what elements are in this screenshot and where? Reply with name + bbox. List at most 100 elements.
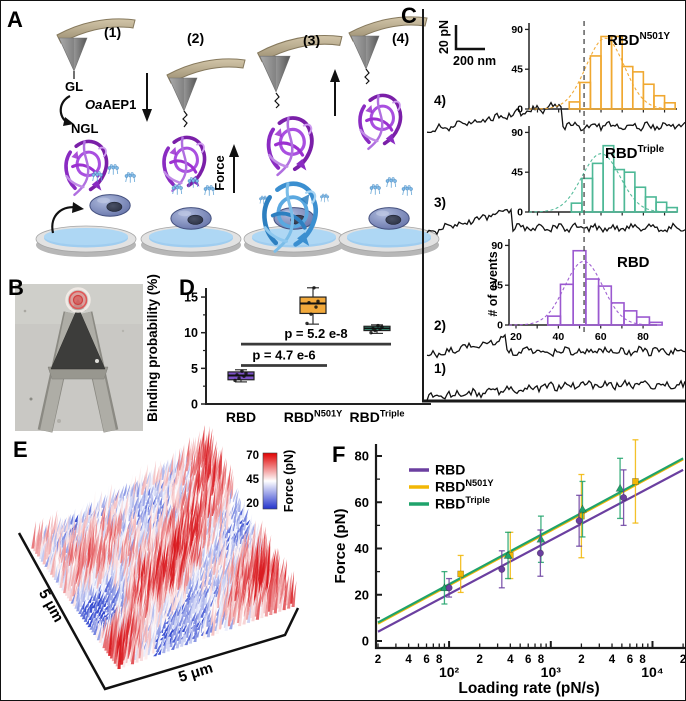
tick-label: 80	[637, 331, 649, 343]
d-plot-content: 0 5 10 15 RBD RBDN501Y RBDTriple p = 4.7 e-6 p =…	[184, 286, 404, 425]
rbd-protein-2	[162, 135, 207, 193]
cantilever-tip-plate	[50, 306, 106, 370]
data-point	[309, 312, 313, 316]
tick-label: 5	[191, 362, 198, 376]
data-point	[615, 483, 625, 492]
spikes-3b	[320, 193, 330, 203]
debris-4	[57, 419, 61, 423]
colorbar-gradient	[262, 452, 278, 510]
data-point	[314, 305, 318, 309]
panel-a-label: A	[7, 7, 23, 32]
cell-1	[89, 194, 131, 217]
data-point	[237, 376, 241, 381]
histogram-bar	[597, 285, 613, 326]
data-point	[380, 325, 384, 329]
cell-2	[170, 207, 212, 230]
gaussian-fit	[529, 37, 675, 110]
histogram-bar	[631, 71, 645, 110]
x-minor-label: 6	[525, 654, 531, 666]
curve-4-label: 4)	[434, 93, 446, 108]
tick-label: 80	[355, 449, 369, 464]
panel-b-micrograph: B	[8, 275, 143, 433]
force-arrowhead	[229, 144, 239, 157]
data-point	[378, 327, 382, 331]
force-curve	[426, 378, 685, 401]
tick-label: 0	[497, 320, 503, 332]
panel-a-schematic: A (1) GL OaAEP1 NGL (2) (3)	[7, 7, 440, 258]
tick-label: 45	[491, 280, 503, 292]
x-minor-label: 6	[423, 654, 429, 666]
legend-label: RBDN501Y	[435, 478, 494, 494]
data-point	[244, 371, 248, 376]
colorbar-tick: 20	[246, 498, 259, 510]
histogram-bar	[591, 162, 604, 213]
histogram-bar	[621, 65, 634, 110]
fit-line	[377, 468, 684, 633]
curve-1-label: 1)	[434, 361, 446, 376]
debris-3	[121, 329, 125, 333]
panel-f-dfs-plot: F Force (pN) Loading rate (pN/s) 2 4 6 810²…	[332, 439, 685, 697]
tick-label: 90	[511, 127, 523, 139]
panel-d-boxplot: D Binding probability (%) 0 5 10 15 RBD RBDN5…	[145, 274, 431, 425]
stage-1-label: (1)	[104, 24, 121, 40]
curve-2-label: 2)	[434, 318, 446, 333]
panel-f-label: F	[332, 442, 345, 467]
data-point	[577, 504, 588, 513]
x-minor-label: 4	[405, 654, 412, 666]
tick-label: 0	[517, 104, 523, 116]
x-minor-label: 2	[476, 654, 482, 666]
debris-2	[29, 397, 33, 401]
ligation-arrowhead	[63, 117, 74, 126]
scalebar	[454, 25, 485, 51]
gaussian-fit	[509, 260, 655, 326]
rbd-protein-1	[64, 139, 109, 197]
data-point	[240, 369, 244, 373]
p-value-label: p = 5.2 e-8	[284, 326, 347, 341]
histogram-bar	[623, 171, 636, 213]
cantilever-1	[56, 18, 136, 72]
data-point	[371, 326, 375, 331]
panel-d-label: D	[179, 275, 195, 300]
histogram-bar	[648, 321, 663, 326]
force-distance-curves	[426, 101, 685, 401]
data-point	[376, 323, 380, 328]
histogram-bar	[635, 316, 651, 326]
tick-label: 90	[491, 240, 503, 252]
tick-label: 20	[355, 587, 369, 602]
ngl-label: NGL	[71, 121, 99, 136]
histogram-bar	[585, 278, 600, 326]
enzyme-label: OaAEP1	[85, 97, 136, 112]
f-y-axis-title: Force (pN)	[332, 508, 349, 583]
data-point	[312, 286, 316, 290]
data-point	[445, 584, 453, 592]
tick-label: 40	[355, 541, 369, 556]
histogram-bar	[665, 206, 679, 213]
box	[299, 296, 327, 315]
tick-label: 0	[517, 207, 523, 219]
panel-e-label: E	[13, 437, 28, 462]
rbd-protein-3	[266, 116, 314, 177]
histogram-bar	[546, 315, 562, 326]
colorbar-tick: 70	[246, 450, 259, 462]
tick-label: 15	[184, 291, 198, 305]
histogram-bar	[634, 186, 647, 213]
legend-label: RBDTriple	[435, 495, 490, 511]
spikes-4a	[369, 183, 381, 196]
e-left-axis-label: 5 μm	[35, 586, 67, 625]
e-bottom-axis-label: 5 μm	[176, 659, 214, 685]
stage-4-label: (4)	[392, 30, 409, 46]
spikes-4b	[385, 176, 397, 189]
d-group-label: RBDN501Y	[284, 409, 343, 425]
tick-label: 0	[191, 398, 198, 412]
force-map-surface	[29, 424, 297, 669]
rbd-protein-4	[358, 93, 403, 151]
x-major-label: 10⁴	[641, 664, 664, 680]
spikes-1c	[124, 171, 136, 184]
tick-label: 40	[553, 331, 565, 343]
panel-b-label: B	[8, 275, 24, 300]
data-point	[503, 550, 513, 559]
force-colorbar: 70 45 20 Force (pN)	[246, 450, 296, 513]
panel-e-force-map: E 5 μm 5 μm 70 45 20 Force (pN)	[13, 424, 300, 691]
panel-c-force-curves: C 20 pN 200 nm 4) 3) 2) 1) 0 45 90 0 45 90 0 45…	[401, 3, 685, 403]
cantilever-2	[166, 58, 246, 112]
